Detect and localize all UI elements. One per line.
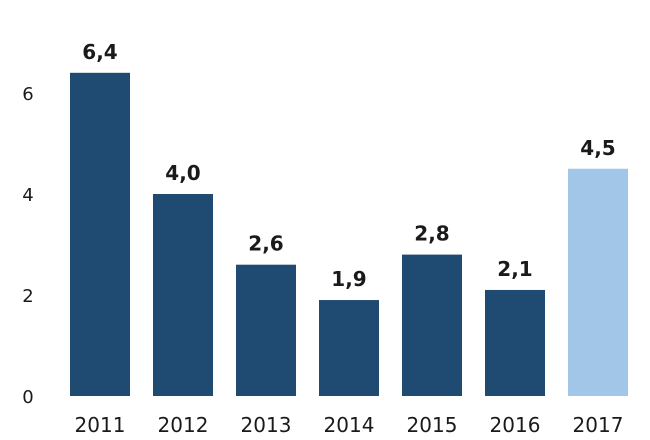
category-label-2011: 2011 (75, 413, 126, 437)
y-tick-label: 0 (22, 387, 33, 408)
bar-2016 (485, 289, 545, 396)
bar-2015 (402, 254, 462, 396)
data-label-2017: 4,5 (580, 136, 615, 160)
bar-2014 (319, 300, 379, 396)
category-label-2017: 2017 (573, 413, 624, 437)
bar-2013 (236, 264, 296, 396)
data-label-2013: 2,6 (248, 232, 283, 256)
category-label-2012: 2012 (158, 413, 209, 437)
x-axis: 2011 2012 2013 2014 2015 2016 2017 (75, 413, 624, 437)
bar-2011 (70, 72, 130, 397)
data-label-2011: 6,4 (82, 40, 117, 64)
y-tick-label: 4 (22, 185, 33, 206)
category-label-2015: 2015 (407, 413, 458, 437)
category-label-2014: 2014 (324, 413, 375, 437)
category-label-2013: 2013 (241, 413, 292, 437)
data-label-2012: 4,0 (165, 161, 200, 185)
data-label-2015: 2,8 (414, 222, 449, 246)
data-label-2016: 2,1 (497, 257, 532, 281)
data-label-2014: 1,9 (331, 267, 366, 291)
data-labels: 6,4 4,0 2,6 1,9 2,8 2,1 4,5 (82, 40, 615, 291)
category-label-2016: 2016 (490, 413, 541, 437)
y-tick-label: 2 (22, 286, 33, 307)
y-tick-label: 6 (22, 84, 33, 105)
y-axis: 0 2 4 6 (22, 84, 33, 408)
bar-2017 (568, 168, 628, 396)
bars (70, 72, 628, 397)
bar-2012 (153, 194, 213, 396)
